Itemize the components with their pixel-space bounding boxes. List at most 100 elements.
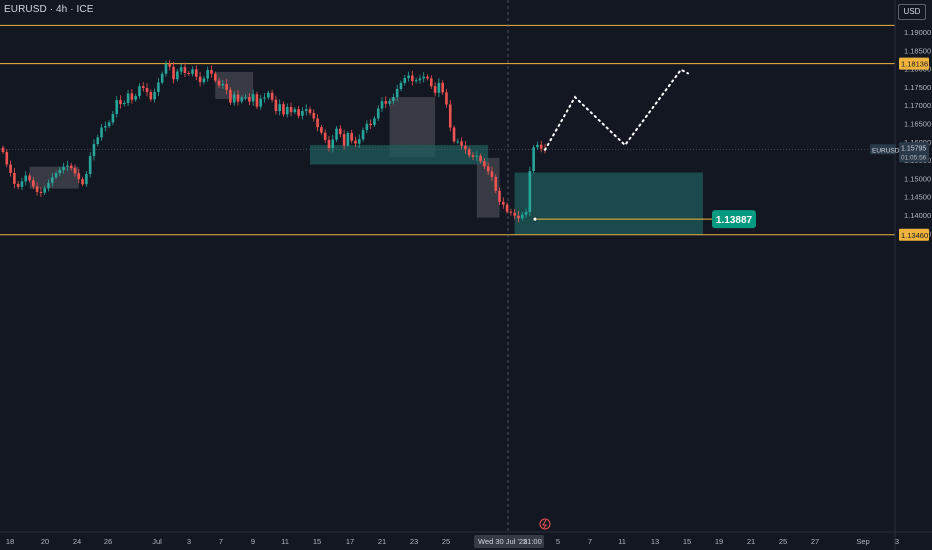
countdown-label: 01:05:56 [901, 154, 927, 161]
candle-body [198, 76, 202, 83]
candle-body [195, 69, 198, 77]
candle-body [107, 122, 111, 127]
candle-body [316, 118, 319, 128]
candle-body [81, 179, 84, 185]
candle-body [456, 141, 460, 143]
demand-zone [514, 172, 703, 235]
candle-body [183, 67, 187, 73]
time-tick-label: 19 [715, 537, 723, 546]
candle-body [39, 191, 43, 193]
candle-body [528, 171, 532, 213]
candle-body [361, 130, 365, 140]
candle-body [32, 180, 35, 187]
candle-body [380, 101, 384, 109]
candle-body [346, 133, 350, 146]
time-tick-label: 27 [811, 537, 819, 546]
candle-body [460, 141, 463, 146]
time-tick-label: 26 [104, 537, 112, 546]
time-tick-label: 20 [41, 537, 49, 546]
candle-body [350, 133, 353, 141]
price-callout-badge [712, 210, 756, 229]
candle-body [498, 190, 501, 202]
candle-body [100, 127, 103, 138]
candle-body [13, 172, 16, 184]
candle-body [445, 92, 448, 105]
time-tick-label: 7 [588, 537, 592, 546]
candle-body [134, 96, 137, 100]
candle-body [187, 72, 191, 74]
candle-body [153, 92, 156, 100]
candle-body [149, 92, 153, 100]
candle-body [365, 123, 369, 131]
candle-body [202, 78, 206, 83]
candle-body [96, 137, 100, 144]
candle-body [490, 171, 494, 177]
candle-body [255, 94, 259, 107]
candle-body [138, 86, 141, 97]
chart-title: EURUSD · 4h · ICE [4, 4, 94, 15]
candle-body [392, 97, 395, 102]
candle-body [251, 94, 255, 102]
time-tick-label: 3 [895, 537, 899, 546]
candle-body [395, 89, 399, 98]
candle-body [54, 173, 58, 178]
time-tick-label: Jul [152, 537, 162, 546]
candle-body [66, 165, 69, 167]
candle-body [141, 86, 145, 88]
candle-body [297, 109, 300, 116]
candle-body [418, 78, 422, 81]
candle-body [88, 156, 92, 175]
candle-body [509, 211, 513, 213]
candle-body [274, 99, 278, 112]
candle-body [483, 161, 486, 167]
price-callout-label: 1.13887 [716, 215, 753, 226]
candle-body [320, 127, 323, 133]
projection-path [544, 68, 689, 151]
price-tick-label: 1.17500 [904, 83, 931, 92]
last-price-label: 1.15795 [901, 145, 926, 152]
candle-body [520, 214, 524, 219]
candle-body [206, 70, 209, 79]
currency-button[interactable]: USD [898, 4, 926, 20]
candle-body [244, 97, 247, 99]
price-tick-label: 1.15000 [904, 174, 931, 183]
candle-body [225, 83, 228, 90]
time-tick-label: 21 [747, 537, 755, 546]
candle-body [429, 78, 433, 87]
time-tick-label: 9 [251, 537, 255, 546]
candle-body [301, 111, 304, 116]
candle-body [384, 101, 388, 104]
candle-body [513, 212, 516, 216]
candle-body [160, 73, 164, 83]
candle-body [24, 175, 28, 182]
level-axis-badge [899, 228, 929, 241]
candle-body [217, 80, 221, 86]
price-tick-label: 1.16000 [904, 138, 931, 147]
candle-body [92, 143, 96, 157]
lightning-icon [539, 518, 551, 530]
target-anchor-dot [532, 216, 538, 222]
time-tick-label: 7 [219, 537, 223, 546]
candle-body [342, 134, 346, 146]
candle-body [145, 87, 149, 93]
candle-body [407, 75, 410, 79]
candle-body [505, 204, 509, 212]
candle-body [399, 82, 403, 90]
candle-body [221, 83, 225, 86]
candle-body [259, 98, 263, 107]
time-tick-label: 3 [187, 537, 191, 546]
candle-body [517, 215, 520, 219]
level-axis-label: 1.18136 [901, 60, 928, 69]
candle-body [157, 82, 160, 93]
symbol-badge-label: EURUSD [872, 147, 900, 154]
candle-body [357, 139, 361, 144]
candle-body [111, 113, 115, 123]
candle-body [62, 166, 65, 170]
candle-body [426, 76, 429, 79]
candle-body [213, 73, 217, 81]
candle-body [441, 82, 444, 93]
candle-body [335, 128, 338, 140]
demand-zone [310, 145, 489, 165]
candle-body [16, 183, 20, 187]
